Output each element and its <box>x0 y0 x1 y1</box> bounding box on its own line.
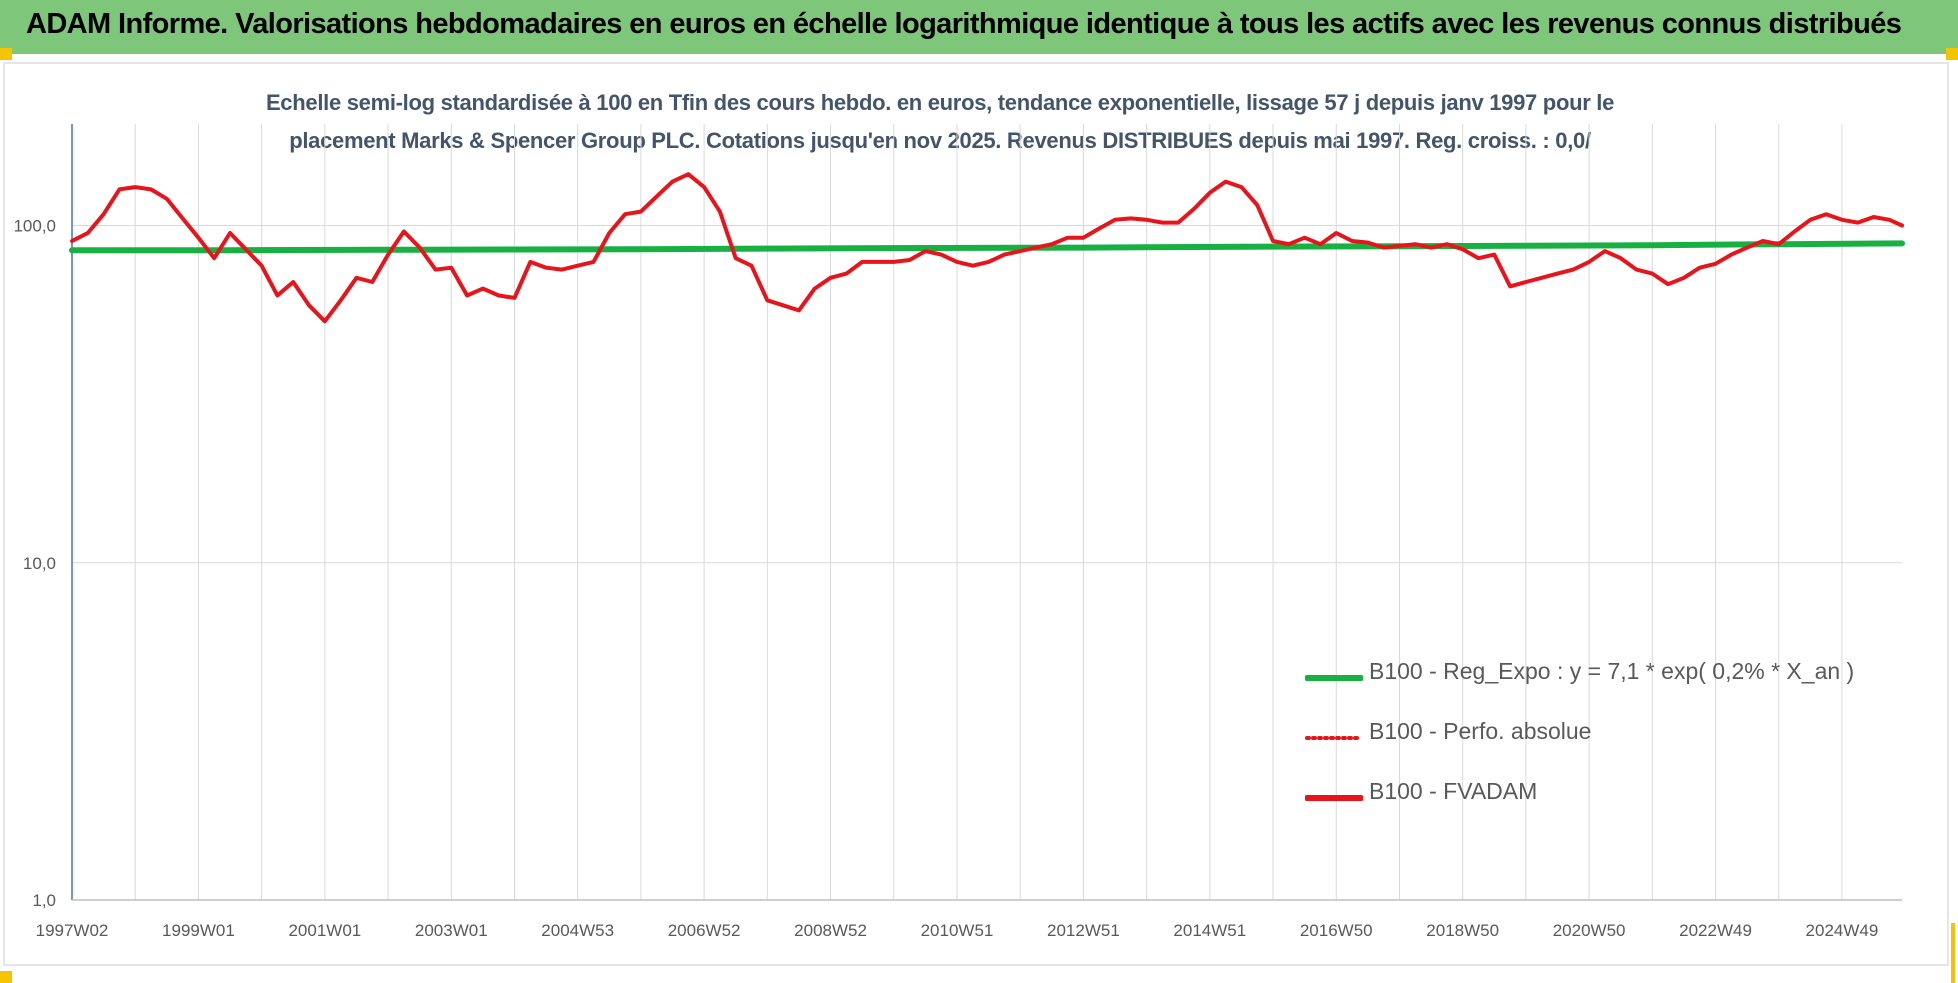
legend-swatch-perfo <box>1305 736 1363 740</box>
legend-label-fvadam: B100 - FVADAM <box>1369 778 1538 804</box>
x-tick-label: 2004W53 <box>541 921 614 940</box>
x-tick-label: 2010W51 <box>921 921 994 940</box>
x-tick-label: 1997W02 <box>36 921 109 940</box>
x-tick-label: 2008W52 <box>794 921 867 940</box>
x-tick-label: 2016W50 <box>1300 921 1373 940</box>
series-line-fvadam <box>70 172 1904 324</box>
legend-swatch-reg <box>1305 675 1363 681</box>
chart-title-line-1: Echelle semi-log standardisée à 100 en T… <box>265 90 1615 115</box>
x-tick-label: 1999W01 <box>162 921 235 940</box>
legend-label-reg: B100 - Reg_Expo : y = 7,1 * exp( 0,2% * … <box>1369 658 1855 684</box>
edge-marker-bottom-right <box>1951 923 1955 983</box>
x-tick-label: 2022W49 <box>1679 921 1752 940</box>
chart-title: Echelle semi-log standardisée à 100 en T… <box>180 84 1700 160</box>
y-tick-label: 1,0 <box>32 891 56 910</box>
tick-labels: 1,0 10,0 100,0 1997W02 1999W01 2001W01 2003W01… <box>13 217 1878 940</box>
x-tick-label: 2001W01 <box>288 921 361 940</box>
corner-marker-top-right <box>1946 48 1958 60</box>
corner-marker-top-left <box>0 48 12 60</box>
legend-label-perfo: B100 - Perfo. absolue <box>1369 718 1592 744</box>
x-tick-label: 2024W49 <box>1806 921 1879 940</box>
y-tick-label: 10,0 <box>23 554 56 573</box>
x-tick-label: 2020W50 <box>1553 921 1626 940</box>
axes <box>71 124 1902 901</box>
legend-swatch-fvadam <box>1305 795 1363 801</box>
x-tick-label: 2003W01 <box>415 921 488 940</box>
y-tick-label: 100,0 <box>13 217 56 236</box>
banner-title: ADAM Informe. Valorisations hebdomadaire… <box>26 8 1902 40</box>
x-tick-label: 2018W50 <box>1426 921 1499 940</box>
chart-title-line-2: placement Marks & Spencer Group PLC. Cot… <box>289 128 1591 153</box>
corner-marker-bottom-left <box>0 971 12 983</box>
x-tick-label: 2014W51 <box>1173 921 1246 940</box>
header-banner: ADAM Informe. Valorisations hebdomadaire… <box>0 0 1958 54</box>
series-line-reg <box>69 240 1905 254</box>
chart-frame <box>3 62 1949 966</box>
x-tick-label: 2006W52 <box>668 921 741 940</box>
gridlines <box>72 124 1902 901</box>
series-layer <box>69 172 1905 324</box>
x-tick-label: 2012W51 <box>1047 921 1120 940</box>
